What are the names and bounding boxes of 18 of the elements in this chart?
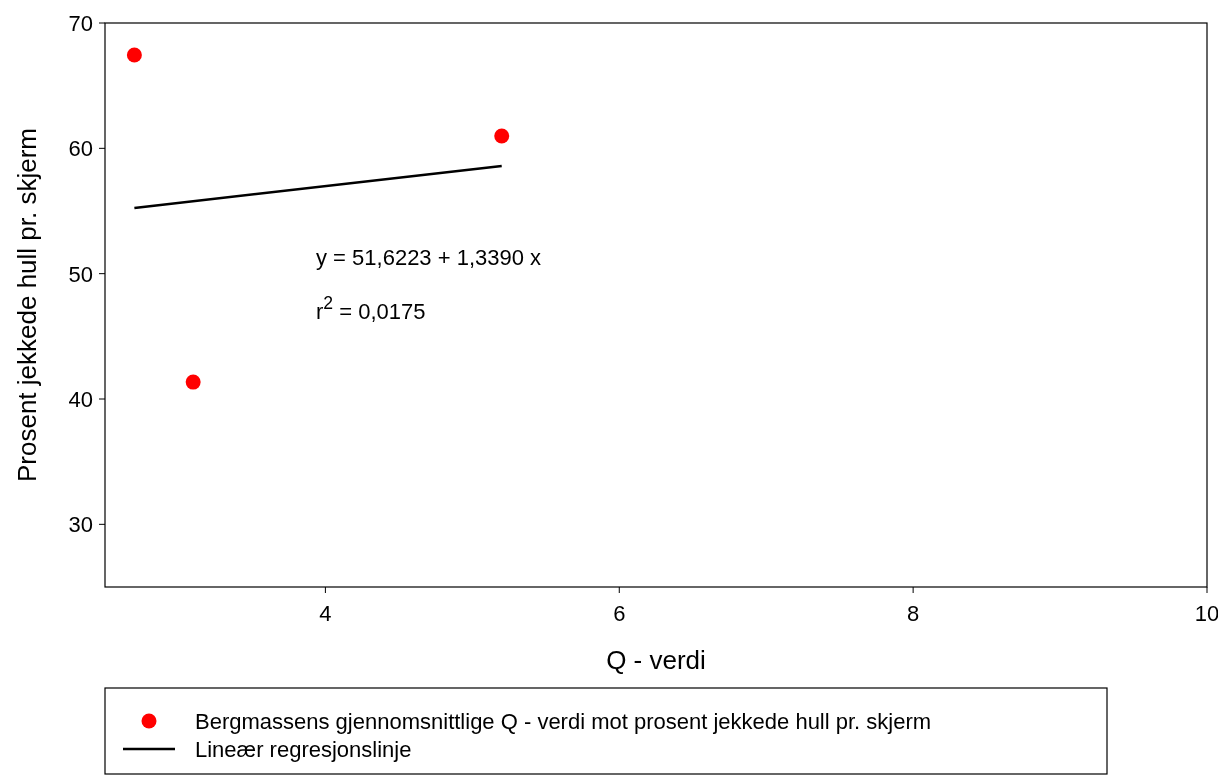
point xyxy=(494,128,510,144)
y-tick-label: 50 xyxy=(68,261,93,287)
legend-label: Lineær regresjonslinje xyxy=(195,737,412,762)
point xyxy=(185,374,201,390)
x-axis-title: Q - verdi xyxy=(606,645,706,675)
x-tick-label: 6 xyxy=(613,601,626,626)
y-tick-label: 70 xyxy=(68,11,93,36)
point xyxy=(126,47,142,63)
x-tick-label: 10 xyxy=(1194,601,1220,626)
y-tick-label: 60 xyxy=(68,136,93,162)
annotation: y = 51,6223 + 1,3390 x xyxy=(316,245,542,270)
y-axis-title: Prosent jekkede hull pr. skjerm xyxy=(12,127,42,483)
y-tick-label: 30 xyxy=(68,512,93,538)
x-tick-label: 4 xyxy=(319,601,332,626)
y-tick-label: 40 xyxy=(68,387,93,412)
legend-label: Bergmassens gjennomsnittlige Q - verdi mot prosent jekkede hull pr. skjerm xyxy=(195,709,932,734)
x-tick-label: 8 xyxy=(907,601,920,626)
annotation: r$^{2}$ = 0,0175 xyxy=(316,293,426,324)
